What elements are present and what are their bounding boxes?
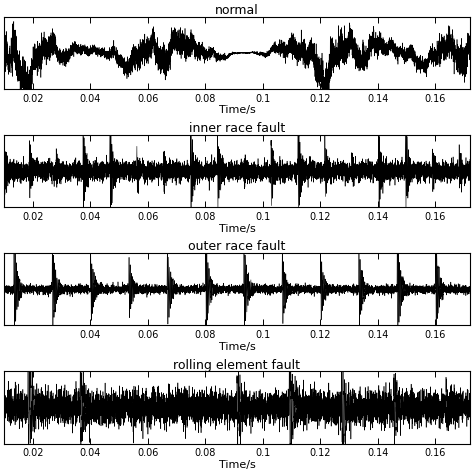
Title: outer race fault: outer race fault [188,240,286,254]
Title: normal: normal [215,4,259,17]
X-axis label: Time/s: Time/s [219,105,255,115]
X-axis label: Time/s: Time/s [219,224,255,234]
X-axis label: Time/s: Time/s [219,460,255,470]
Title: rolling element fault: rolling element fault [173,359,301,372]
Title: inner race fault: inner race fault [189,122,285,135]
X-axis label: Time/s: Time/s [219,342,255,352]
